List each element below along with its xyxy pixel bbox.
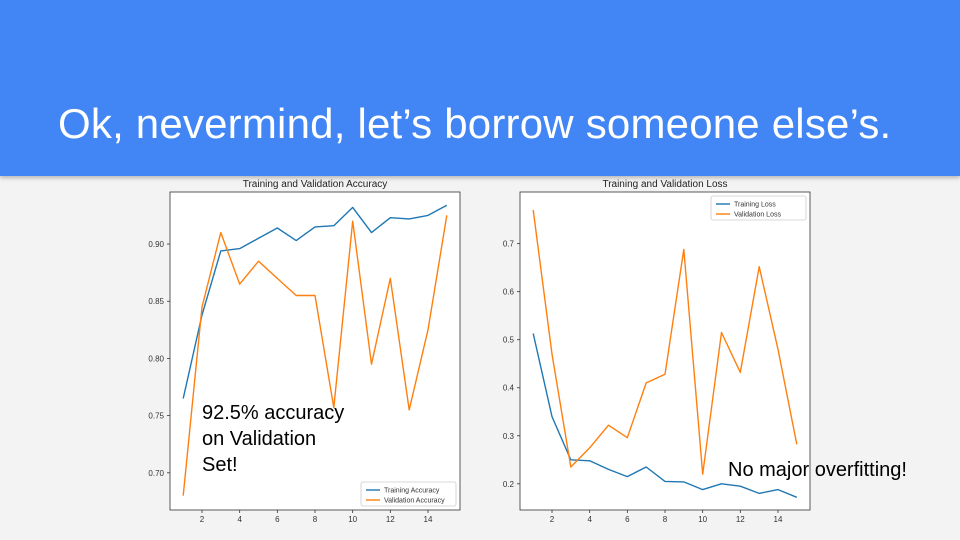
loss-x-tick-label: 4 <box>587 515 592 524</box>
accuracy-series-validation-line <box>182 215 448 496</box>
accuracy-legend-label: Validation Accuracy <box>384 498 445 505</box>
accuracy-y-tick-label: 0.90 <box>148 240 164 249</box>
loss-x-tick-label: 6 <box>625 515 630 524</box>
loss-x-tick-label: 2 <box>550 515 555 524</box>
loss-x-tick-label: 10 <box>698 515 707 524</box>
accuracy-callout-line: on Validation <box>202 428 317 450</box>
accuracy-chart-title: Training and Validation Accuracy <box>243 179 388 190</box>
accuracy-callout: 92.5% accuracy on Validation Set! <box>202 400 344 478</box>
accuracy-y-tick-label: 0.85 <box>148 297 164 306</box>
accuracy-callout-line: Set! <box>202 454 238 476</box>
accuracy-legend-label: Training Accuracy <box>384 488 440 495</box>
accuracy-chart: Training and Validation Accuracy 2 4 6 8 10 12… <box>148 179 461 524</box>
loss-y-tick-label: 0.4 <box>503 384 515 393</box>
accuracy-y-tick-label: 0.70 <box>148 469 164 478</box>
loss-legend-label: Training Loss <box>734 202 776 209</box>
slide-title: Ok, nevermind, let’s borrow someone else… <box>58 100 892 147</box>
loss-y-tick-label: 0.7 <box>503 240 515 249</box>
accuracy-x-tick-label: 12 <box>386 515 395 524</box>
accuracy-callout-line: 92.5% accuracy <box>202 402 345 424</box>
accuracy-x-tick-label: 14 <box>424 515 433 524</box>
loss-callout: No major overfitting! <box>728 459 907 481</box>
loss-y-tick-label: 0.3 <box>503 432 515 441</box>
accuracy-y-tick-label: 0.75 <box>148 412 164 421</box>
accuracy-x-tick-label: 6 <box>275 515 280 524</box>
loss-y-tick-label: 0.2 <box>503 480 515 489</box>
accuracy-x-tick-label: 4 <box>237 515 242 524</box>
accuracy-x-tick-label: 10 <box>348 515 357 524</box>
loss-chart-title: Training and Validation Loss <box>602 179 727 190</box>
loss-x-tick-label: 8 <box>663 515 668 524</box>
accuracy-legend <box>360 481 457 507</box>
loss-plot-area <box>519 191 811 511</box>
loss-y-tick-label: 0.5 <box>503 336 515 345</box>
slide-header: Ok, nevermind, let’s borrow someone else… <box>0 0 960 176</box>
loss-series-validation-line <box>532 209 798 475</box>
loss-x-tick-label: 12 <box>736 515 745 524</box>
loss-y-tick-label: 0.6 <box>503 288 515 297</box>
loss-chart: Training and Validation Loss 2 4 6 8 10 12 14 0.… <box>503 179 811 524</box>
accuracy-x-tick-label: 2 <box>200 515 205 524</box>
accuracy-x-tick-label: 8 <box>313 515 318 524</box>
accuracy-y-tick-label: 0.80 <box>148 354 164 363</box>
loss-legend <box>710 195 807 221</box>
loss-x-tick-label: 14 <box>774 515 783 524</box>
loss-legend-label: Validation Loss <box>734 212 781 219</box>
